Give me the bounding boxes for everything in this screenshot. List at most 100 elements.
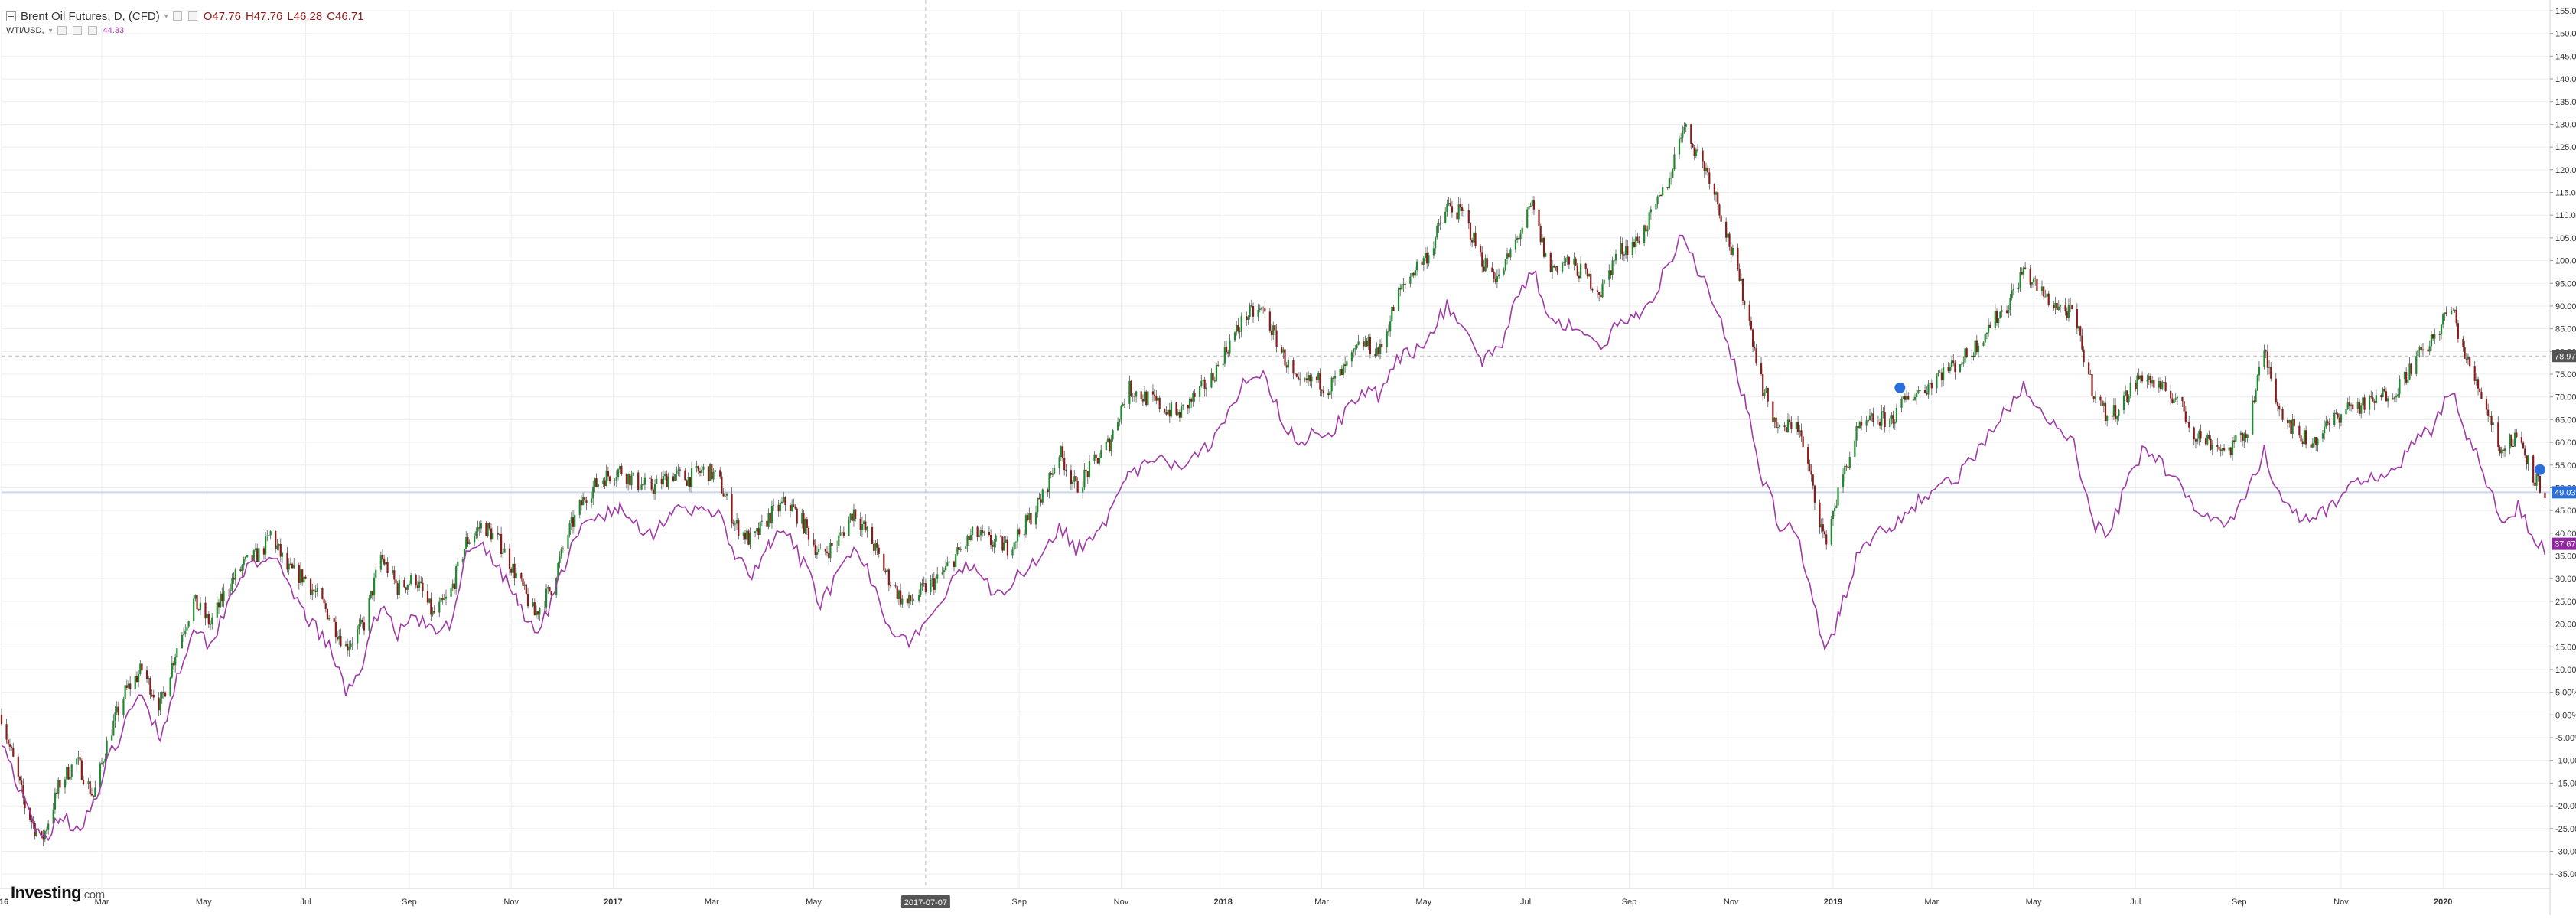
candle-body (176, 648, 178, 658)
candle-body (721, 476, 723, 494)
candle-body (139, 663, 142, 674)
candle-body (184, 630, 187, 634)
candle-body (2231, 440, 2234, 455)
candle-body (585, 500, 588, 504)
candle-body (324, 603, 327, 609)
candle-body (2183, 401, 2185, 412)
close-box-icon[interactable] (87, 26, 97, 35)
candle-body (866, 526, 868, 531)
candle-body (1668, 178, 1670, 188)
candle-body (2194, 439, 2197, 442)
candle-body (1752, 329, 1754, 347)
caret-down-icon[interactable]: ▾ (164, 11, 168, 21)
candle-body (47, 823, 50, 830)
candle-body (17, 756, 19, 777)
candle-body (103, 762, 105, 764)
caret-down-icon[interactable]: ▾ (48, 26, 53, 35)
candle-body (1065, 470, 1067, 471)
candle-body (243, 559, 245, 566)
candle-body (1229, 340, 1231, 354)
candle-body (1705, 167, 1708, 171)
candle-body (780, 501, 783, 503)
y-axis[interactable]: -35.00% -30.00% -25.00% -20.00% -15.00% -10.0… (2549, 0, 2576, 915)
candle-body (276, 545, 278, 549)
candle-body (492, 533, 494, 540)
candle-body (1281, 347, 1283, 353)
candle-body (1519, 233, 1522, 240)
candle-body (2475, 379, 2477, 381)
candle-body (1696, 149, 1699, 151)
candle-body (2385, 391, 2388, 402)
collapse-minus-icon[interactable] (6, 11, 16, 21)
candle-body (959, 549, 962, 550)
candle-body (244, 556, 247, 559)
candle-body (314, 591, 317, 592)
candle-body (438, 601, 441, 613)
candle-body (1740, 278, 1742, 281)
close-box-icon[interactable] (187, 11, 197, 21)
candle-body (1342, 364, 1345, 376)
candle-body (801, 513, 803, 524)
settings-box-icon[interactable] (72, 26, 82, 35)
candle-body (2298, 425, 2301, 436)
candle-body (1391, 306, 1393, 322)
candle-body (1053, 468, 1056, 474)
candle-body (171, 662, 173, 678)
candle-body (515, 573, 517, 578)
candle-body (2094, 396, 2096, 399)
candle-body (1727, 233, 1729, 238)
candle-body (1448, 203, 1450, 204)
candle-body (2114, 405, 2117, 420)
candle-body (1627, 246, 1629, 255)
candle-body (649, 477, 651, 479)
candle-body (1672, 169, 1674, 178)
compare-value: 44.33 (103, 26, 125, 35)
candle-body (1526, 209, 1529, 228)
settings-box-icon[interactable] (172, 11, 182, 21)
candle-body (934, 578, 937, 590)
candle-body (79, 757, 81, 761)
brent-price-badge (2552, 486, 2576, 499)
x-axis[interactable]: 016 Mar May Jul Sep Nov 2017 Mar May Sep Nov 2018 Ma… (0, 888, 2550, 907)
candle-body (256, 548, 259, 562)
candle-body (66, 767, 68, 780)
candle-body (1070, 470, 1073, 484)
wti-legend-row[interactable]: WTI/USD, ▾ 44.33 (6, 24, 364, 37)
candle-body (637, 472, 640, 490)
brent-legend-row[interactable]: Brent Oil Futures, D, (CFD) ▾ O47.76 H47… (6, 8, 364, 24)
candle-body (1509, 249, 1512, 258)
candle-body (251, 555, 253, 561)
candle-body (392, 570, 394, 573)
candle-body (2054, 302, 2057, 308)
candle-body (1274, 325, 1276, 331)
candle-body (1294, 373, 1296, 375)
candle-body (59, 780, 61, 788)
candle-body (2327, 421, 2329, 424)
candle-body (2293, 419, 2295, 426)
candle-body (2382, 389, 2384, 398)
y-tick-label: -30.00% (2555, 847, 2576, 856)
candle-body (1810, 470, 1812, 475)
chart-legend: Brent Oil Futures, D, (CFD) ▾ O47.76 H47… (6, 8, 364, 37)
candle-body (567, 535, 569, 549)
candle-body (1141, 399, 1144, 402)
candle-body (632, 472, 634, 476)
candle-body (1414, 270, 1416, 276)
candle-body (216, 602, 218, 618)
eye-box-icon[interactable] (57, 26, 67, 35)
candle-body (1128, 380, 1131, 404)
candle-body (1529, 205, 1532, 207)
candle-body (849, 513, 852, 520)
candle-body (2311, 443, 2314, 448)
candle-body (2526, 455, 2528, 464)
candle-body (1930, 382, 1933, 389)
candle-body (288, 563, 290, 570)
candle-body (1463, 210, 1465, 211)
candle-body (1299, 378, 1301, 380)
candle-body (152, 694, 155, 698)
candle-body (326, 608, 329, 620)
candle-body (221, 593, 223, 602)
candle-body (1518, 237, 1520, 240)
